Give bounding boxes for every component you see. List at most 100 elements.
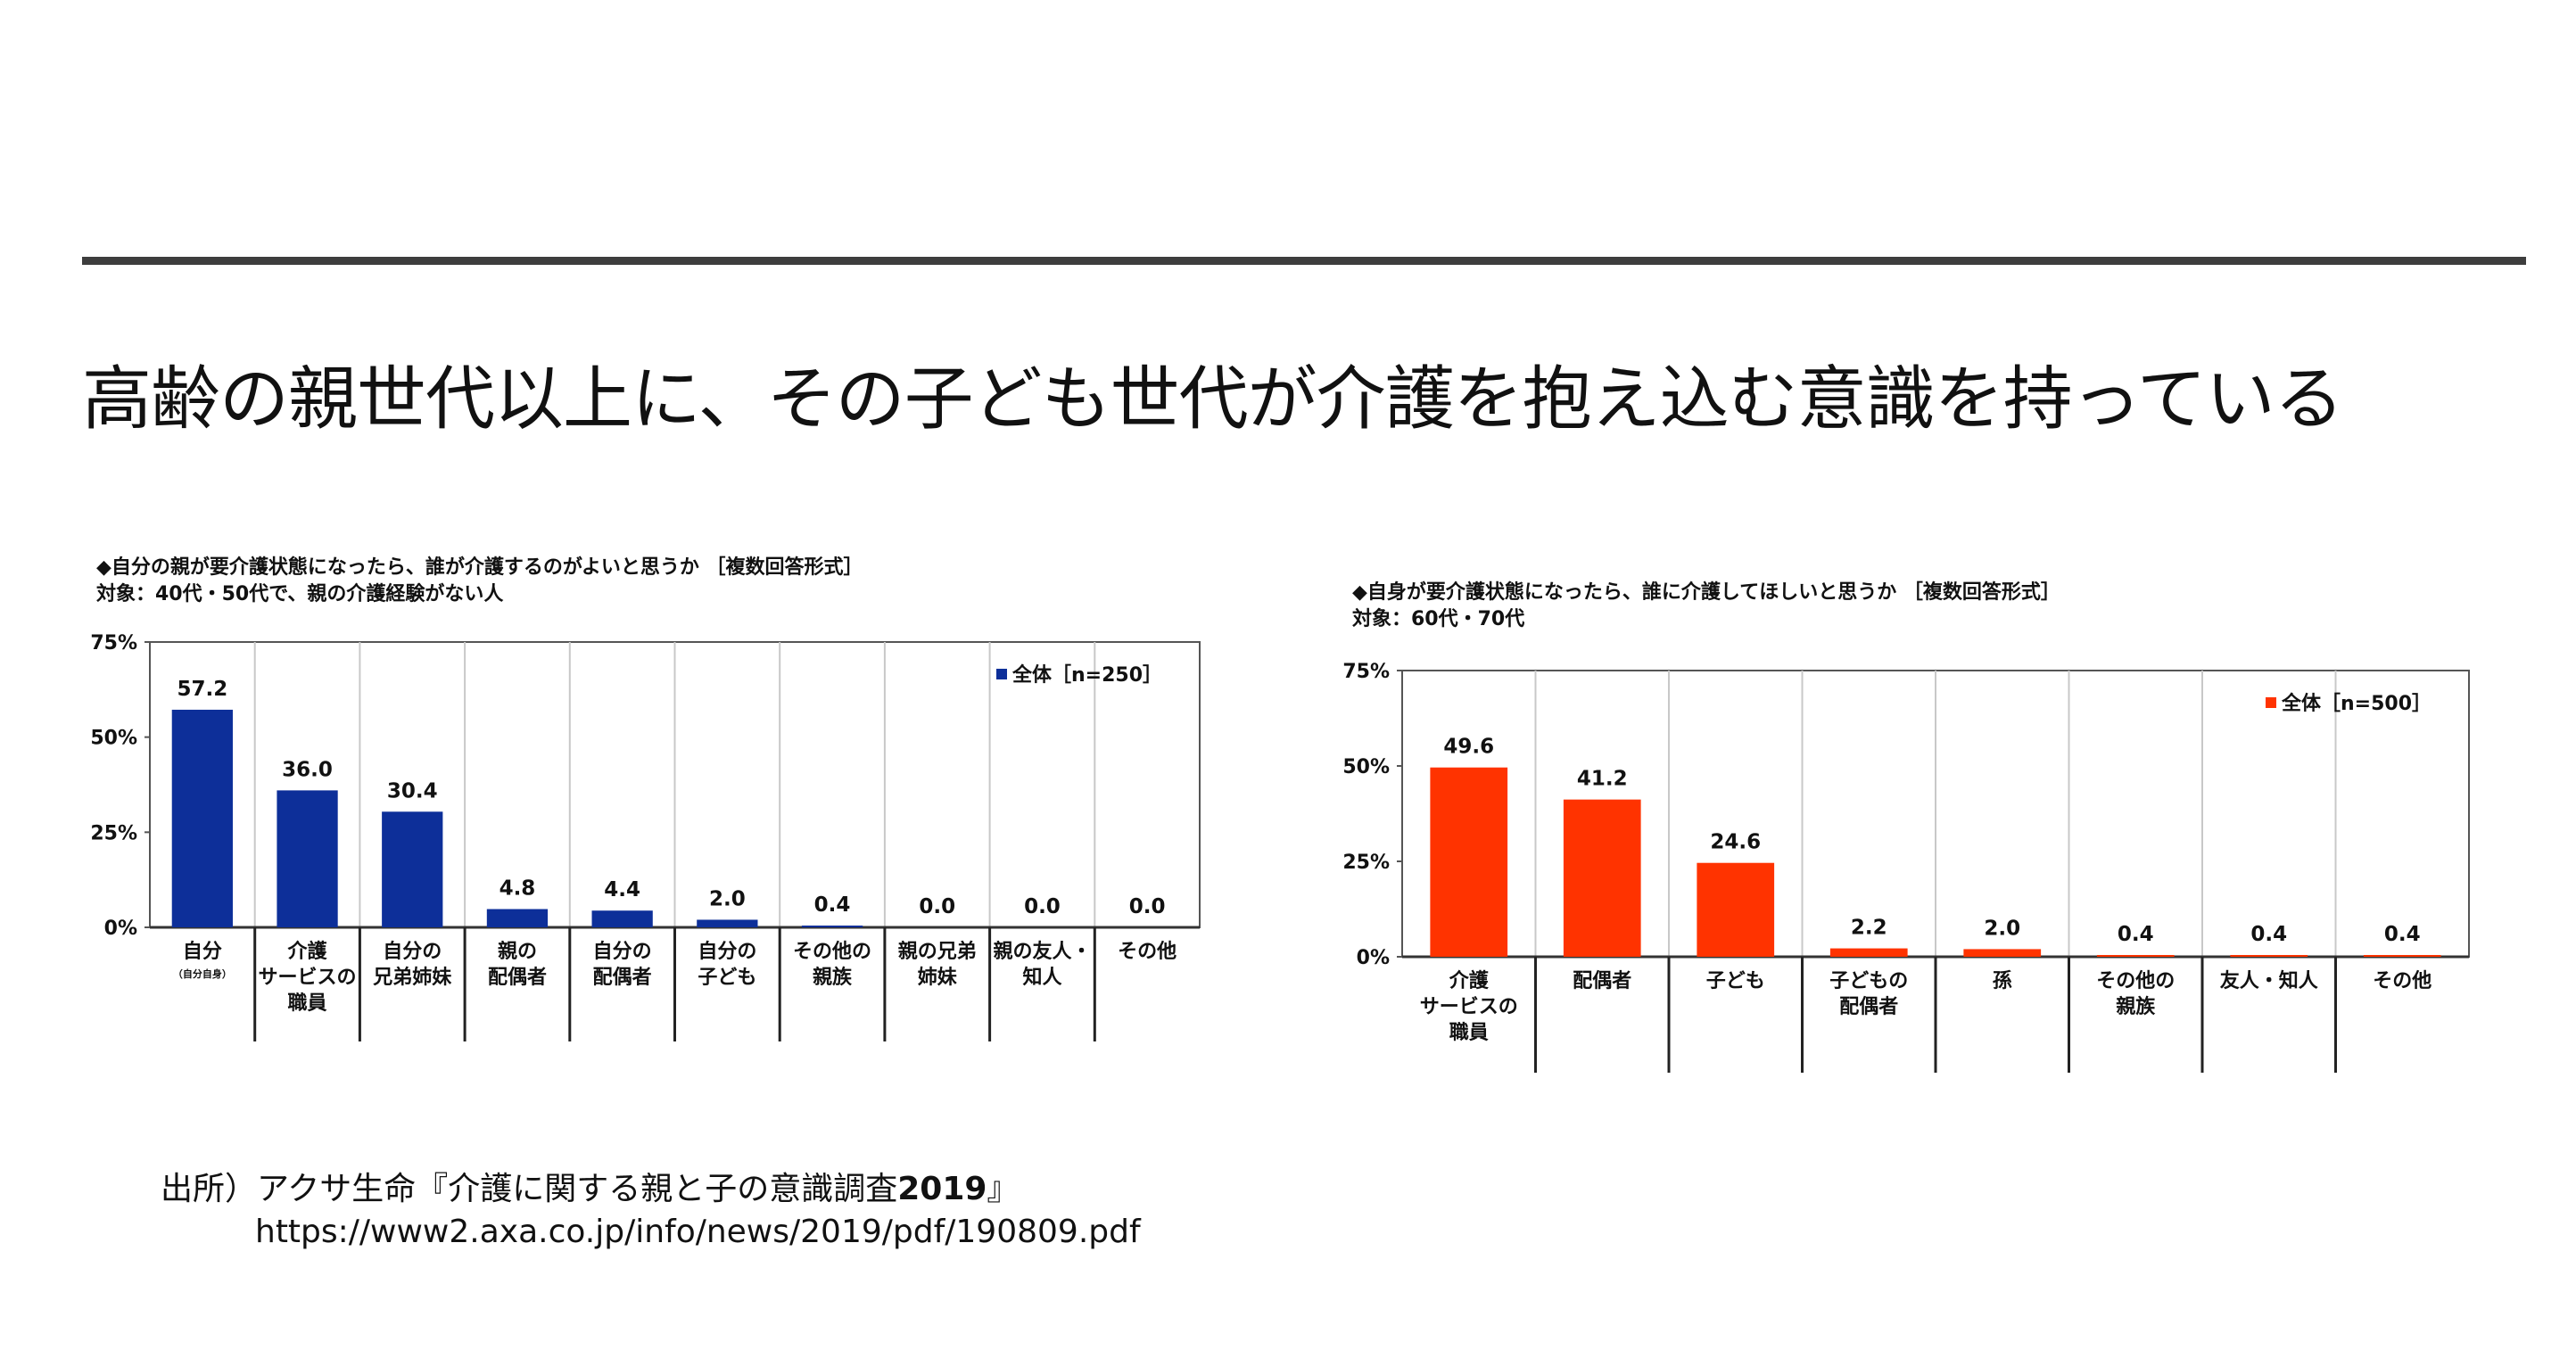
- source-year: 2019: [897, 1171, 987, 1207]
- right-bar: [2230, 955, 2308, 957]
- right-ytick-label: 25%: [1342, 852, 1390, 874]
- right-data-label: 2.2: [1851, 917, 1887, 940]
- source-text: アクサ生命『介護に関する親と子の意識調査: [257, 1171, 898, 1207]
- left-category-label-line: 親の兄弟: [898, 940, 977, 963]
- right-bar: [1829, 948, 1908, 957]
- right-category-label: 介護サービスの職員: [1420, 969, 1518, 1044]
- left-data-label: 0.4: [814, 893, 851, 917]
- left-category-label: 親の兄弟姉妹: [898, 940, 977, 989]
- right-category-label-line: その他の: [2096, 970, 2175, 992]
- left-data-label: 0.0: [919, 895, 955, 918]
- right-category-label: 孫: [1993, 969, 2012, 992]
- left-category-label-line: その他の: [793, 941, 871, 963]
- right-category-label-line: サービスの: [1420, 996, 1518, 1018]
- source-prefix: 出所）: [161, 1171, 258, 1207]
- left-data-label: 57.2: [177, 678, 227, 701]
- right-category-label-line: 介護: [1449, 969, 1490, 992]
- right-category-label-line: 職員: [1449, 1021, 1489, 1044]
- left-category-label-line: 介護: [287, 940, 328, 963]
- left-category-label: 自分の兄弟姉妹: [372, 940, 452, 989]
- left-chart-subtitle: 対象：40代・50代で、親の介護経験がない人: [96, 583, 504, 605]
- right-bar: [1430, 767, 1508, 957]
- left-category-label: 親の友人・知人: [993, 941, 1091, 989]
- left-data-label: 0.0: [1129, 895, 1166, 918]
- right-category-label: 子どもの配偶者: [1829, 970, 1908, 1018]
- left-category-label: 自分 （自分自身）: [173, 940, 232, 980]
- right-category-label-line: 孫: [1993, 969, 2012, 992]
- right-legend-swatch: [2266, 697, 2276, 708]
- right-category-label: 配偶者: [1573, 970, 1631, 992]
- source-url: https://www2.axa.co.jp/info/news/2019/pd…: [255, 1214, 1141, 1250]
- left-category-label-line: 職員: [288, 992, 327, 1015]
- right-category-label: 友人・知人: [2220, 969, 2318, 992]
- left-category-label-line: 子ども: [698, 967, 756, 989]
- left-bar: [382, 811, 443, 927]
- left-category-label: 自分の配偶者: [593, 940, 652, 989]
- right-chart-title: ◆自身が要介護状態になったら、誰に介護してほしいと思うか ［複数回答形式］: [1352, 581, 2060, 604]
- left-chart-header: ◆自分の親が要介護状態になったら、誰が介護するのがよいと思うか ［複数回答形式］…: [96, 555, 863, 608]
- source-close: 』: [987, 1171, 1020, 1207]
- left-category-label: その他の親族: [793, 941, 871, 989]
- left-category-label-line: サービスの: [259, 967, 357, 989]
- right-category-label-line: その他: [2373, 970, 2432, 992]
- right-ytick-label: 50%: [1342, 756, 1390, 778]
- right-chart-header: ◆自身が要介護状態になったら、誰に介護してほしいと思うか ［複数回答形式］ 対象…: [1352, 580, 2060, 633]
- left-category-label-line: 自分の: [383, 940, 442, 963]
- left-category-label: 介護サービスの職員: [259, 940, 357, 1015]
- right-category-label-line: 親族: [2116, 995, 2156, 1018]
- right-data-label: 0.4: [2384, 923, 2421, 946]
- right-bar: [2096, 955, 2175, 957]
- left-legend-swatch: [996, 669, 1007, 679]
- left-bar: [171, 709, 233, 927]
- right-category-label-line: 配偶者: [1839, 996, 1898, 1018]
- right-data-label: 2.0: [1984, 917, 2020, 940]
- right-bar: [1563, 799, 1641, 957]
- left-category-label-line: その他: [1118, 941, 1177, 963]
- left-category-label: 親の配偶者: [488, 941, 547, 989]
- left-ytick-label: 75%: [90, 632, 137, 654]
- right-category-label-line: 子ども: [1706, 970, 1765, 992]
- left-category-label-line: 兄弟姉妹: [372, 966, 452, 989]
- left-category-label-line: 自分の: [698, 940, 756, 963]
- right-bar: [1963, 949, 2042, 957]
- left-category-label-line: 配偶者: [488, 967, 547, 989]
- left-data-label: 4.8: [500, 877, 536, 901]
- right-legend-label: 全体［n=500］: [2281, 692, 2432, 715]
- right-data-label: 49.6: [1443, 736, 1494, 759]
- left-category-label-line: 自分の: [593, 940, 652, 963]
- right-data-label: 41.2: [1577, 768, 1628, 791]
- right-chart-subtitle: 対象：60代・70代: [1352, 608, 1525, 630]
- left-data-label: 0.0: [1024, 895, 1061, 918]
- left-data-label: 30.4: [387, 779, 438, 803]
- top-divider: [82, 257, 2526, 265]
- right-category-label-line: 子どもの: [1829, 970, 1908, 992]
- left-category-label: 自分の子ども: [698, 940, 756, 989]
- left-bar: [801, 926, 863, 927]
- left-bar: [486, 909, 549, 927]
- right-category-label: 子ども: [1706, 970, 1765, 992]
- left-category-label-line: 親の友人・: [993, 941, 1091, 963]
- left-ytick-label: 25%: [90, 822, 137, 844]
- right-data-label: 24.6: [1710, 831, 1761, 854]
- left-data-label: 2.0: [709, 887, 746, 910]
- right-category-label-line: 配偶者: [1573, 970, 1631, 992]
- left-bar: [591, 910, 653, 927]
- left-category-label-line: 自分: [183, 940, 222, 963]
- source-line: 出所）アクサ生命『介護に関する親と子の意識調査2019』: [161, 1168, 1141, 1211]
- right-category-label: その他: [2373, 970, 2432, 992]
- right-data-label: 0.4: [2250, 923, 2287, 946]
- right-data-label: 0.4: [2118, 923, 2154, 946]
- left-ytick-label: 50%: [90, 728, 137, 750]
- left-legend-label: 全体［n=250］: [1011, 663, 1162, 687]
- right-bar: [2363, 955, 2441, 957]
- left-bar: [277, 790, 338, 927]
- right-ytick-label: 75%: [1342, 661, 1390, 683]
- left-chart-title: ◆自分の親が要介護状態になったら、誰が介護するのがよいと思うか ［複数回答形式］: [96, 556, 863, 579]
- source-citation: 出所）アクサ生命『介護に関する親と子の意識調査2019』 https://www…: [161, 1168, 1141, 1254]
- left-bar: [697, 919, 758, 927]
- left-category-label-line: 姉妹: [918, 966, 958, 989]
- right-ytick-label: 0%: [1357, 947, 1390, 969]
- left-category-label-line: （自分自身）: [173, 967, 232, 980]
